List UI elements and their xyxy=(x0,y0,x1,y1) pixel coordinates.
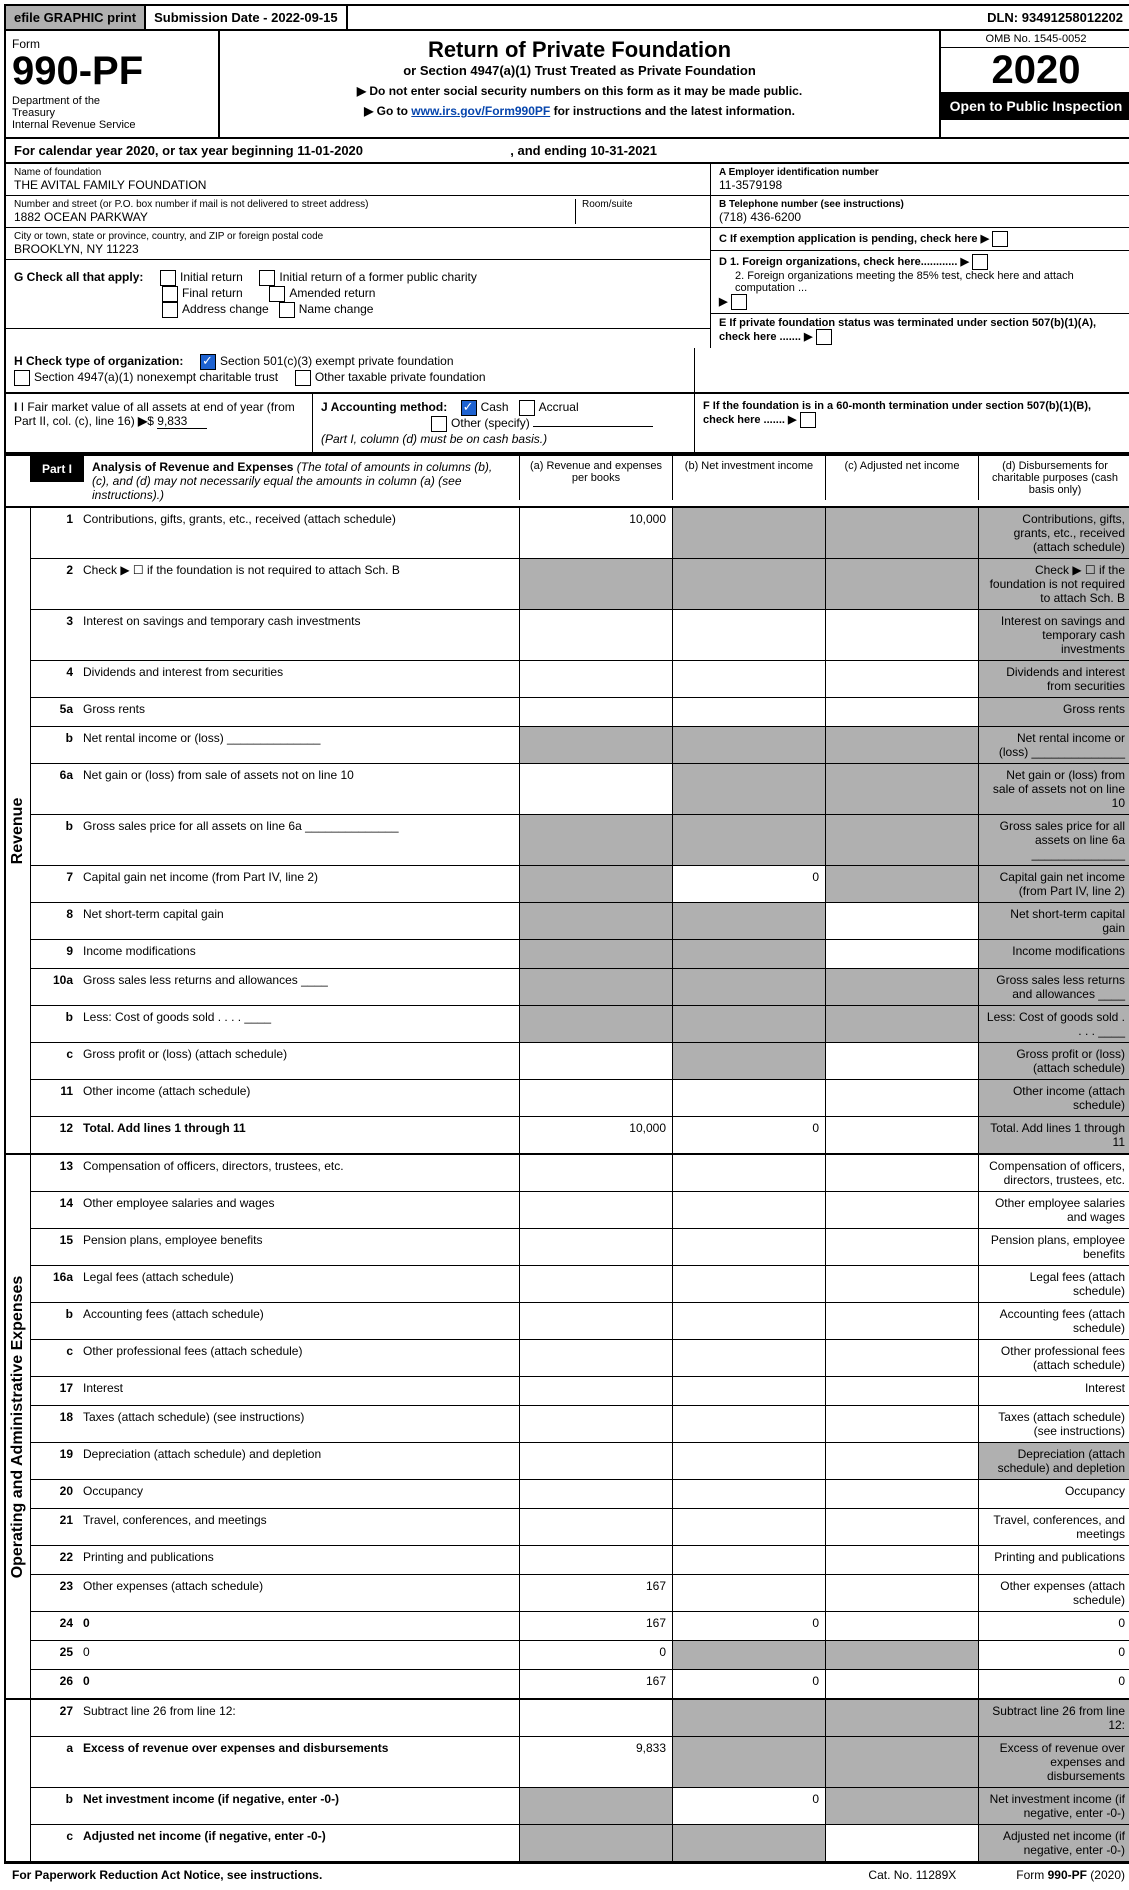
table-row: 18Taxes (attach schedule) (see instructi… xyxy=(31,1405,1129,1442)
tax-year: 2020 xyxy=(941,48,1129,92)
table-row: 11Other income (attach schedule)Other in… xyxy=(31,1079,1129,1116)
bottom-table: 27Subtract line 26 from line 12:Subtract… xyxy=(4,1700,1129,1863)
open-to-public: Open to Public Inspection xyxy=(941,92,1129,120)
table-row: cAdjusted net income (if negative, enter… xyxy=(31,1824,1129,1861)
e-status-row: E If private foundation status was termi… xyxy=(711,314,1129,348)
table-row: 20OccupancyOccupancy xyxy=(31,1479,1129,1508)
table-row: 10aGross sales less returns and allowanc… xyxy=(31,968,1129,1005)
paperwork-notice: For Paperwork Reduction Act Notice, see … xyxy=(12,1868,322,1882)
table-row: 27Subtract line 26 from line 12:Subtract… xyxy=(31,1700,1129,1736)
city-row: City or town, state or province, country… xyxy=(6,228,710,260)
table-row: bNet investment income (if negative, ent… xyxy=(31,1787,1129,1824)
table-row: 6aNet gain or (loss) from sale of assets… xyxy=(31,763,1129,814)
identity-block: Name of foundation THE AVITAL FAMILY FOU… xyxy=(4,164,1129,348)
form-title: Return of Private Foundation xyxy=(226,37,933,63)
address-row: Number and street (or P.O. box number if… xyxy=(6,196,710,228)
f-checkbox[interactable] xyxy=(800,412,816,428)
ein-row: A Employer identification number 11-3579… xyxy=(711,164,1129,196)
table-row: 24016700 xyxy=(31,1611,1129,1640)
table-row: 12Total. Add lines 1 through 1110,0000To… xyxy=(31,1116,1129,1153)
cash-checkbox[interactable] xyxy=(461,400,477,416)
omb-number: OMB No. 1545-0052 xyxy=(941,31,1129,48)
form-number: 990-PF xyxy=(12,51,212,91)
form-note1: ▶ Do not enter social security numbers o… xyxy=(226,84,933,98)
d1-checkbox[interactable] xyxy=(972,254,988,270)
form-footer: Form 990-PF (2020) xyxy=(1016,1868,1125,1882)
submission-date: Submission Date - 2022-09-15 xyxy=(146,6,348,29)
table-row: 3Interest on savings and temporary cash … xyxy=(31,609,1129,660)
d-foreign-row: D 1. Foreign organizations, check here..… xyxy=(711,251,1129,314)
opex-sidelabel: Operating and Administrative Expenses xyxy=(9,1275,27,1578)
table-row: aExcess of revenue over expenses and dis… xyxy=(31,1736,1129,1787)
col-b-header: (b) Net investment income xyxy=(672,456,825,500)
department: Department of theTreasuryInternal Revenu… xyxy=(12,95,212,131)
opex-table: Operating and Administrative Expenses 13… xyxy=(4,1155,1129,1700)
form-note2: ▶ Go to www.irs.gov/Form990PF for instru… xyxy=(226,104,933,118)
table-row: 1Contributions, gifts, grants, etc., rec… xyxy=(31,508,1129,558)
initial-former-checkbox[interactable] xyxy=(259,270,275,286)
table-row: cOther professional fees (attach schedul… xyxy=(31,1339,1129,1376)
table-row: 26016700 xyxy=(31,1669,1129,1698)
final-return-checkbox[interactable] xyxy=(162,286,178,302)
dln: DLN: 93491258012202 xyxy=(979,6,1129,29)
telephone-row: B Telephone number (see instructions) (7… xyxy=(711,196,1129,228)
g-checkboxes: G Check all that apply: Initial return I… xyxy=(6,260,710,329)
h-row: H Check type of organization: Section 50… xyxy=(4,348,1129,394)
table-row: 5aGross rentsGross rents xyxy=(31,697,1129,726)
table-row: 2Check ▶ ☐ if the foundation is not requ… xyxy=(31,558,1129,609)
table-row: 15Pension plans, employee benefitsPensio… xyxy=(31,1228,1129,1265)
part1-tag: Part I xyxy=(30,456,84,482)
c-exemption-row: C If exemption application is pending, c… xyxy=(711,228,1129,251)
d2-checkbox[interactable] xyxy=(731,294,747,310)
table-row: bAccounting fees (attach schedule)Accoun… xyxy=(31,1302,1129,1339)
other-taxable-checkbox[interactable] xyxy=(295,370,311,386)
ij-row: I I Fair market value of all assets at e… xyxy=(4,394,1129,454)
accrual-checkbox[interactable] xyxy=(519,400,535,416)
revenue-table: Revenue 1Contributions, gifts, grants, e… xyxy=(4,508,1129,1155)
fmv-value: 9,833 xyxy=(157,414,207,429)
table-row: 16aLegal fees (attach schedule)Legal fee… xyxy=(31,1265,1129,1302)
e-checkbox[interactable] xyxy=(816,329,832,345)
amended-return-checkbox[interactable] xyxy=(269,286,285,302)
table-row: 8Net short-term capital gainNet short-te… xyxy=(31,902,1129,939)
other-method-checkbox[interactable] xyxy=(431,416,447,432)
calendar-year-row: For calendar year 2020, or tax year begi… xyxy=(4,139,1129,164)
table-row: 21Travel, conferences, and meetingsTrave… xyxy=(31,1508,1129,1545)
part1-header: Part I Analysis of Revenue and Expenses … xyxy=(4,454,1129,508)
foundation-name-row: Name of foundation THE AVITAL FAMILY FOU… xyxy=(6,164,710,196)
table-row: 9Income modificationsIncome modification… xyxy=(31,939,1129,968)
table-row: 22Printing and publicationsPrinting and … xyxy=(31,1545,1129,1574)
table-row: bGross sales price for all assets on lin… xyxy=(31,814,1129,865)
col-d-header: (d) Disbursements for charitable purpose… xyxy=(978,456,1129,500)
initial-return-checkbox[interactable] xyxy=(160,270,176,286)
table-row: 7Capital gain net income (from Part IV, … xyxy=(31,865,1129,902)
efile-print-button[interactable]: efile GRAPHIC print xyxy=(6,6,146,29)
c-checkbox[interactable] xyxy=(992,231,1008,247)
col-c-header: (c) Adjusted net income xyxy=(825,456,978,500)
4947-checkbox[interactable] xyxy=(14,370,30,386)
table-row: cGross profit or (loss) (attach schedule… xyxy=(31,1042,1129,1079)
table-row: 4Dividends and interest from securitiesD… xyxy=(31,660,1129,697)
table-row: 17InterestInterest xyxy=(31,1376,1129,1405)
irs-link[interactable]: www.irs.gov/Form990PF xyxy=(411,104,550,118)
table-row: 23Other expenses (attach schedule)167Oth… xyxy=(31,1574,1129,1611)
top-toolbar: efile GRAPHIC print Submission Date - 20… xyxy=(4,4,1129,31)
col-a-header: (a) Revenue and expenses per books xyxy=(519,456,672,500)
address-change-checkbox[interactable] xyxy=(162,302,178,318)
form-header: Form 990-PF Department of theTreasuryInt… xyxy=(4,31,1129,139)
page-footer: For Paperwork Reduction Act Notice, see … xyxy=(4,1863,1129,1886)
501c3-checkbox[interactable] xyxy=(200,354,216,370)
revenue-sidelabel: Revenue xyxy=(9,797,27,864)
table-row: bLess: Cost of goods sold . . . . ____Le… xyxy=(31,1005,1129,1042)
form-subtitle: or Section 4947(a)(1) Trust Treated as P… xyxy=(226,63,933,78)
table-row: 25000 xyxy=(31,1640,1129,1669)
table-row: bNet rental income or (loss) ___________… xyxy=(31,726,1129,763)
cat-no: Cat. No. 11289X xyxy=(868,1868,956,1882)
table-row: 19Depreciation (attach schedule) and dep… xyxy=(31,1442,1129,1479)
name-change-checkbox[interactable] xyxy=(279,302,295,318)
table-row: 14Other employee salaries and wagesOther… xyxy=(31,1191,1129,1228)
table-row: 13Compensation of officers, directors, t… xyxy=(31,1155,1129,1191)
